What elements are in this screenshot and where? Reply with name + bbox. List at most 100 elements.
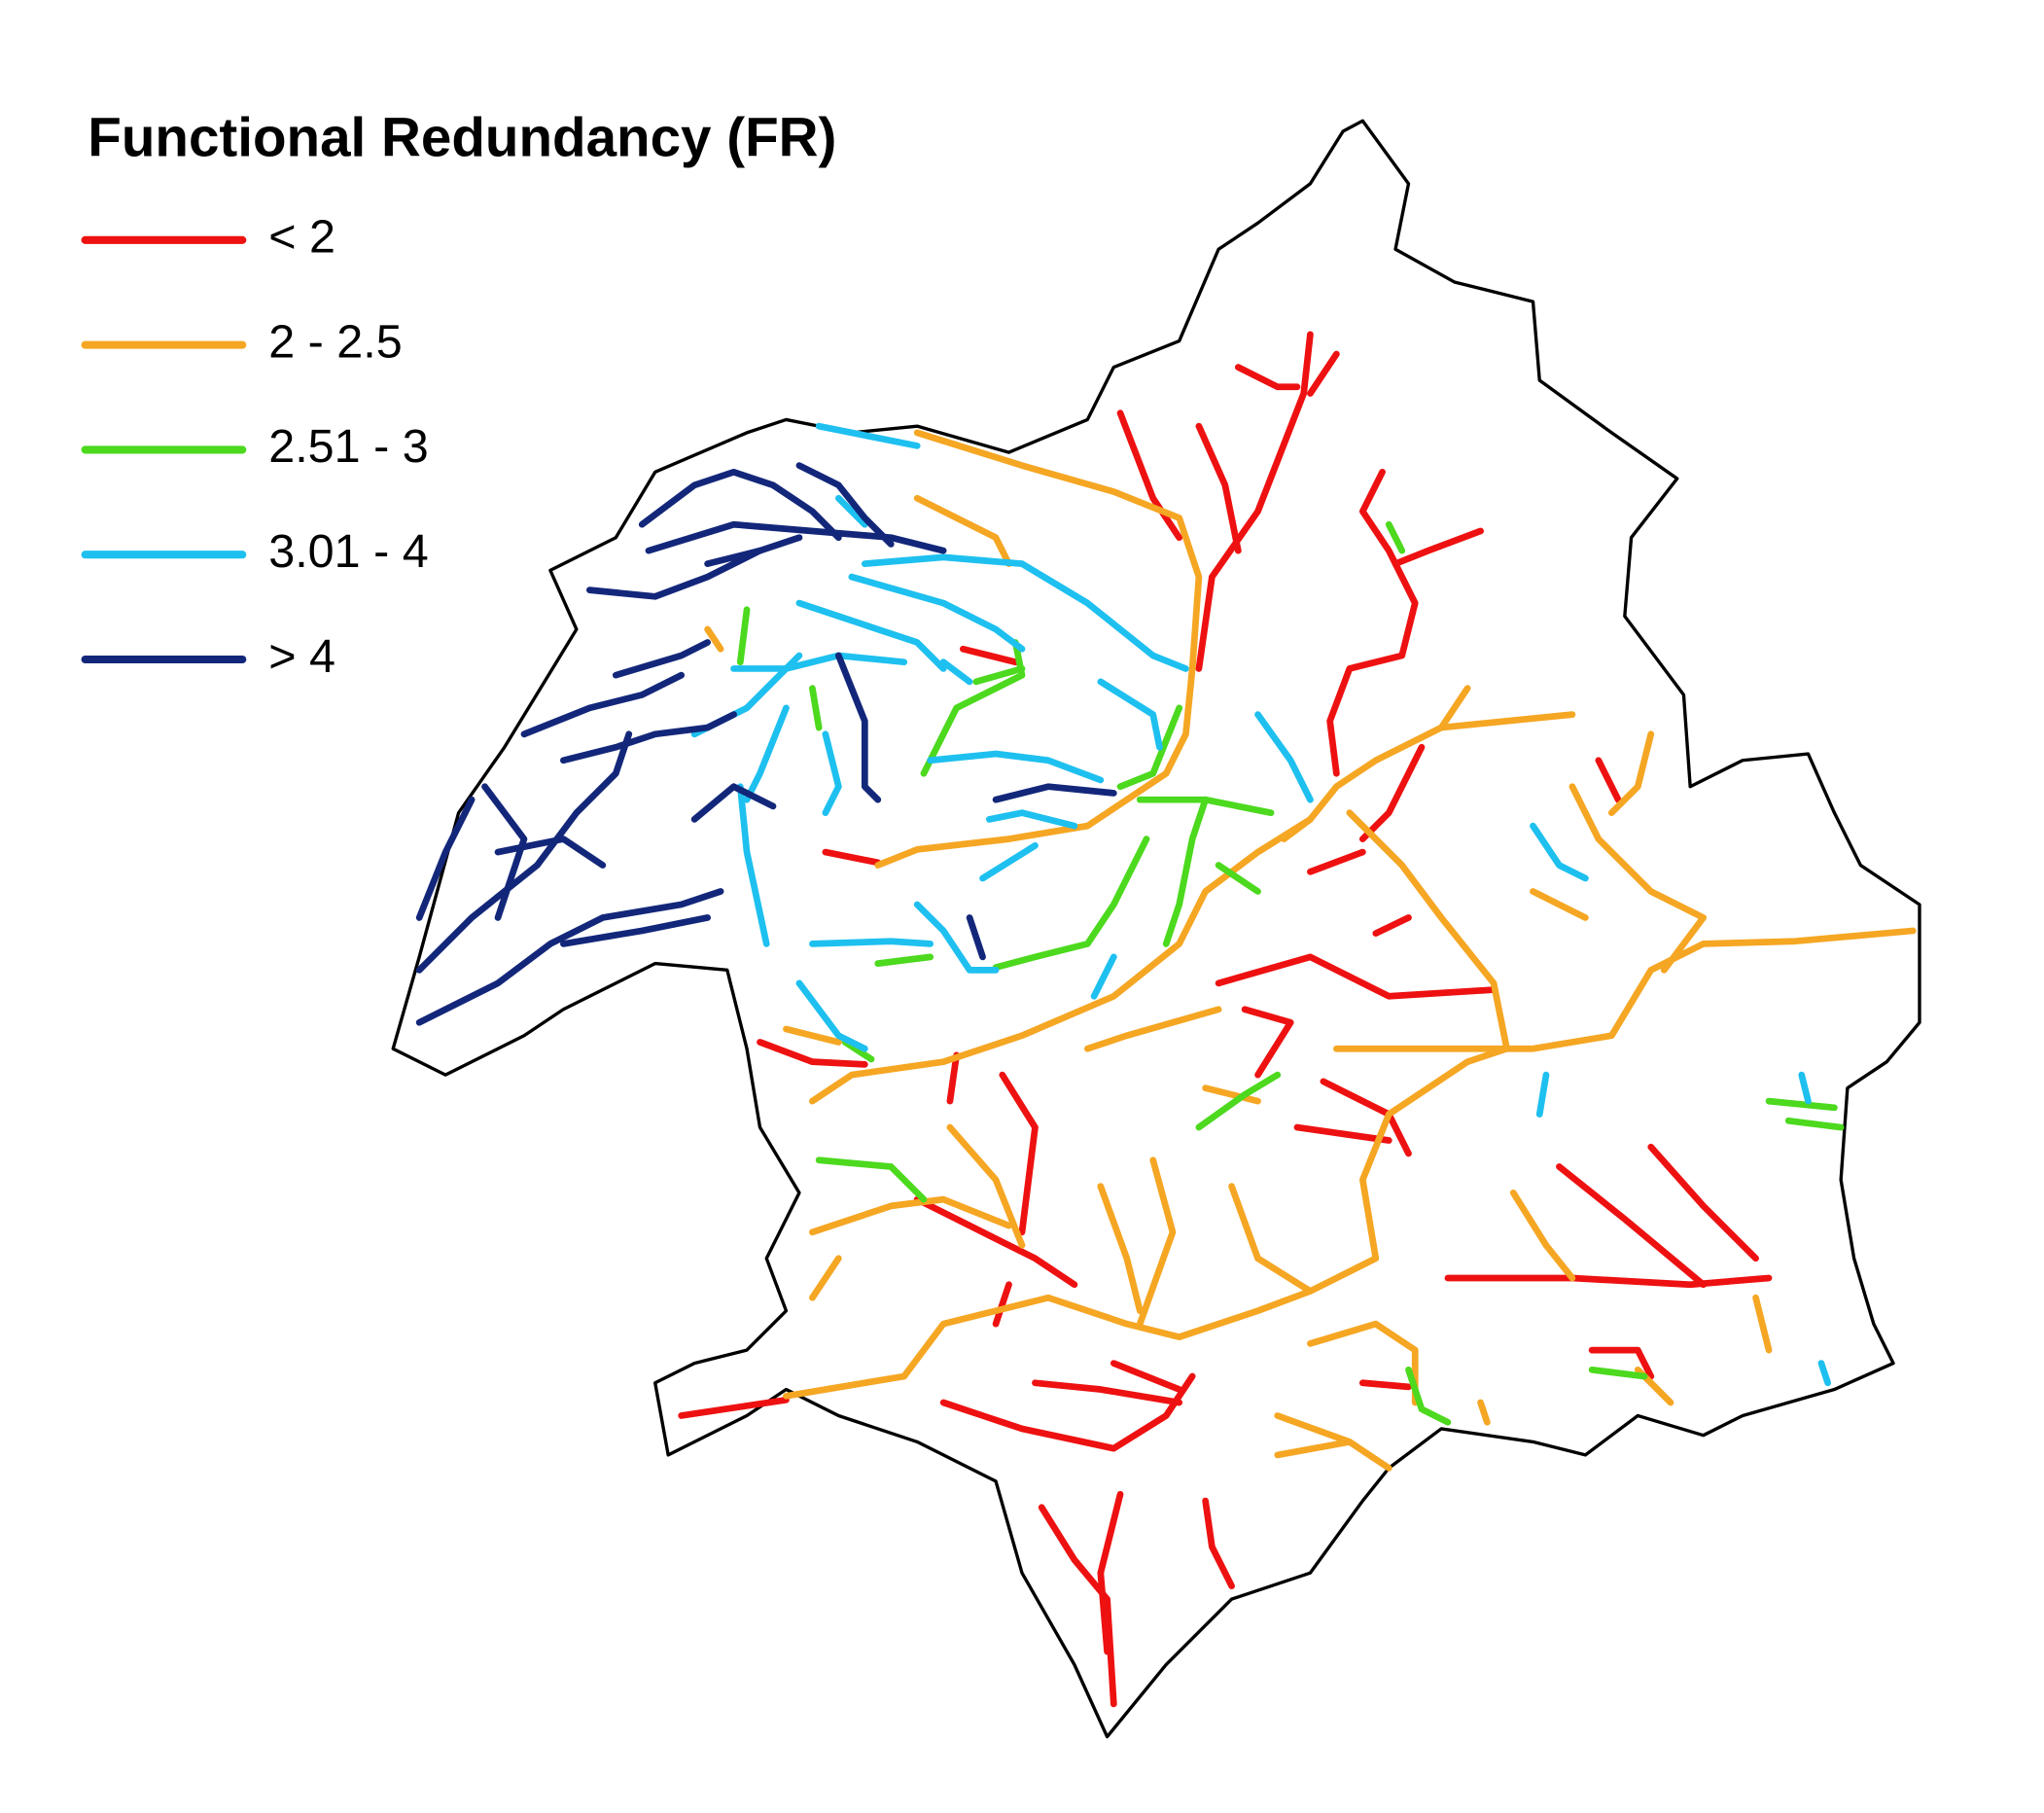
river (1228, 1183, 1314, 1295)
river (736, 606, 751, 666)
river (1405, 1366, 1452, 1426)
river (1307, 1320, 1419, 1406)
river (1215, 953, 1498, 1000)
river (992, 1281, 1012, 1328)
river (494, 835, 607, 869)
river (1530, 822, 1589, 882)
river (1234, 364, 1301, 391)
river (520, 671, 686, 738)
river (809, 816, 1314, 1105)
river (999, 1071, 1039, 1236)
river (704, 625, 724, 653)
river (1293, 1123, 1392, 1144)
river (841, 1039, 875, 1063)
river (1084, 1006, 1222, 1052)
river (1307, 350, 1340, 397)
river (920, 639, 1026, 777)
river (822, 730, 842, 817)
river (1097, 1183, 1144, 1315)
river (1372, 914, 1412, 937)
river (946, 1123, 1026, 1249)
river (913, 1195, 1078, 1289)
river (612, 639, 711, 679)
river (560, 914, 711, 947)
river (1195, 1071, 1282, 1131)
river (1215, 862, 1261, 895)
river (1162, 796, 1210, 947)
river (1032, 1379, 1183, 1406)
legend-label: < 2 (268, 211, 335, 264)
river (972, 665, 1026, 686)
river (1607, 730, 1655, 817)
river (690, 783, 777, 823)
river (809, 938, 934, 947)
river (946, 1051, 960, 1105)
river (1765, 1097, 1838, 1112)
river (1116, 409, 1183, 542)
river (783, 1025, 842, 1046)
basin-boundary (391, 119, 1921, 1739)
river (1241, 1006, 1294, 1079)
river (809, 685, 823, 731)
legend: < 2 2 - 2.5 2.51 - 3 3.01 - 4 > 4 (81, 211, 429, 683)
river (834, 494, 868, 528)
river (861, 553, 1189, 672)
river (966, 914, 986, 961)
river (1097, 1490, 1124, 1655)
river (1784, 1117, 1845, 1131)
river (1568, 783, 1708, 974)
river (1817, 1360, 1832, 1387)
river (815, 1156, 928, 1203)
river (1326, 468, 1419, 777)
river (1530, 888, 1589, 921)
legend-label: > 4 (268, 630, 335, 683)
river (992, 783, 1117, 803)
river (1090, 953, 1117, 1000)
river (992, 835, 1150, 972)
river (815, 422, 921, 449)
river (848, 573, 1026, 653)
river (783, 809, 1510, 1400)
river (1798, 1071, 1812, 1105)
legend-title: Functional Redundancy (FR) (88, 107, 836, 168)
river (913, 494, 1012, 568)
river (638, 468, 842, 542)
river (795, 462, 895, 548)
river (1195, 422, 1242, 554)
river (1136, 1156, 1177, 1328)
river (1752, 1294, 1773, 1354)
river (959, 645, 1019, 666)
river (1254, 711, 1314, 803)
river (1588, 1346, 1655, 1380)
river (415, 796, 476, 921)
river (1477, 1399, 1491, 1426)
river (874, 953, 934, 967)
river (1535, 1071, 1550, 1118)
river (757, 1039, 868, 1068)
river (1195, 331, 1314, 672)
river (560, 711, 737, 764)
river (795, 979, 868, 1052)
river (1358, 1379, 1412, 1391)
river (1392, 527, 1484, 568)
river (645, 520, 947, 554)
river (415, 888, 724, 1026)
legend-label: 2.51 - 3 (268, 420, 428, 473)
river (1307, 848, 1366, 875)
river (1385, 520, 1406, 554)
river (1097, 678, 1163, 751)
legend-label: 2 - 2.5 (268, 315, 402, 368)
river (834, 652, 882, 803)
river (927, 750, 1105, 784)
river (1595, 757, 1622, 803)
river (979, 841, 1039, 882)
river (1274, 1439, 1354, 1459)
river (913, 901, 1000, 974)
river (1509, 1190, 1576, 1282)
river (1647, 1143, 1759, 1262)
river (1116, 704, 1183, 791)
river (939, 658, 973, 686)
river (736, 783, 770, 947)
